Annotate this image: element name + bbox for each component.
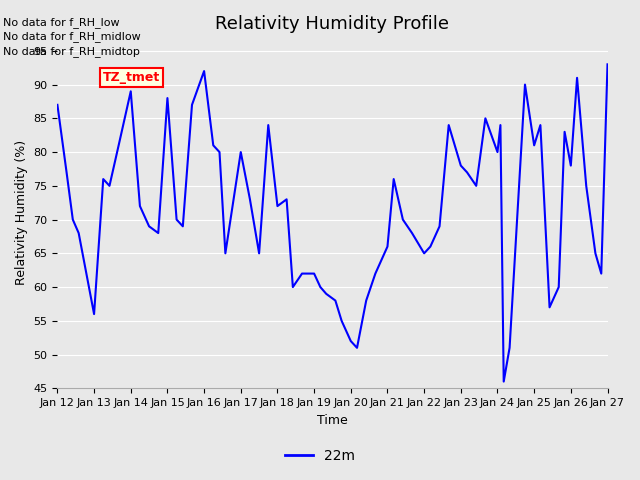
Text: No data for f_RH_midtop: No data for f_RH_midtop: [3, 46, 140, 57]
Text: No data for f_RH_low: No data for f_RH_low: [3, 17, 120, 28]
X-axis label: Time: Time: [317, 414, 348, 427]
Y-axis label: Relativity Humidity (%): Relativity Humidity (%): [15, 140, 28, 286]
Text: TZ_tmet: TZ_tmet: [103, 71, 160, 84]
Title: Relativity Humidity Profile: Relativity Humidity Profile: [216, 15, 449, 33]
Legend: 22m: 22m: [280, 443, 360, 468]
Text: No data for f_RH_midlow: No data for f_RH_midlow: [3, 31, 141, 42]
